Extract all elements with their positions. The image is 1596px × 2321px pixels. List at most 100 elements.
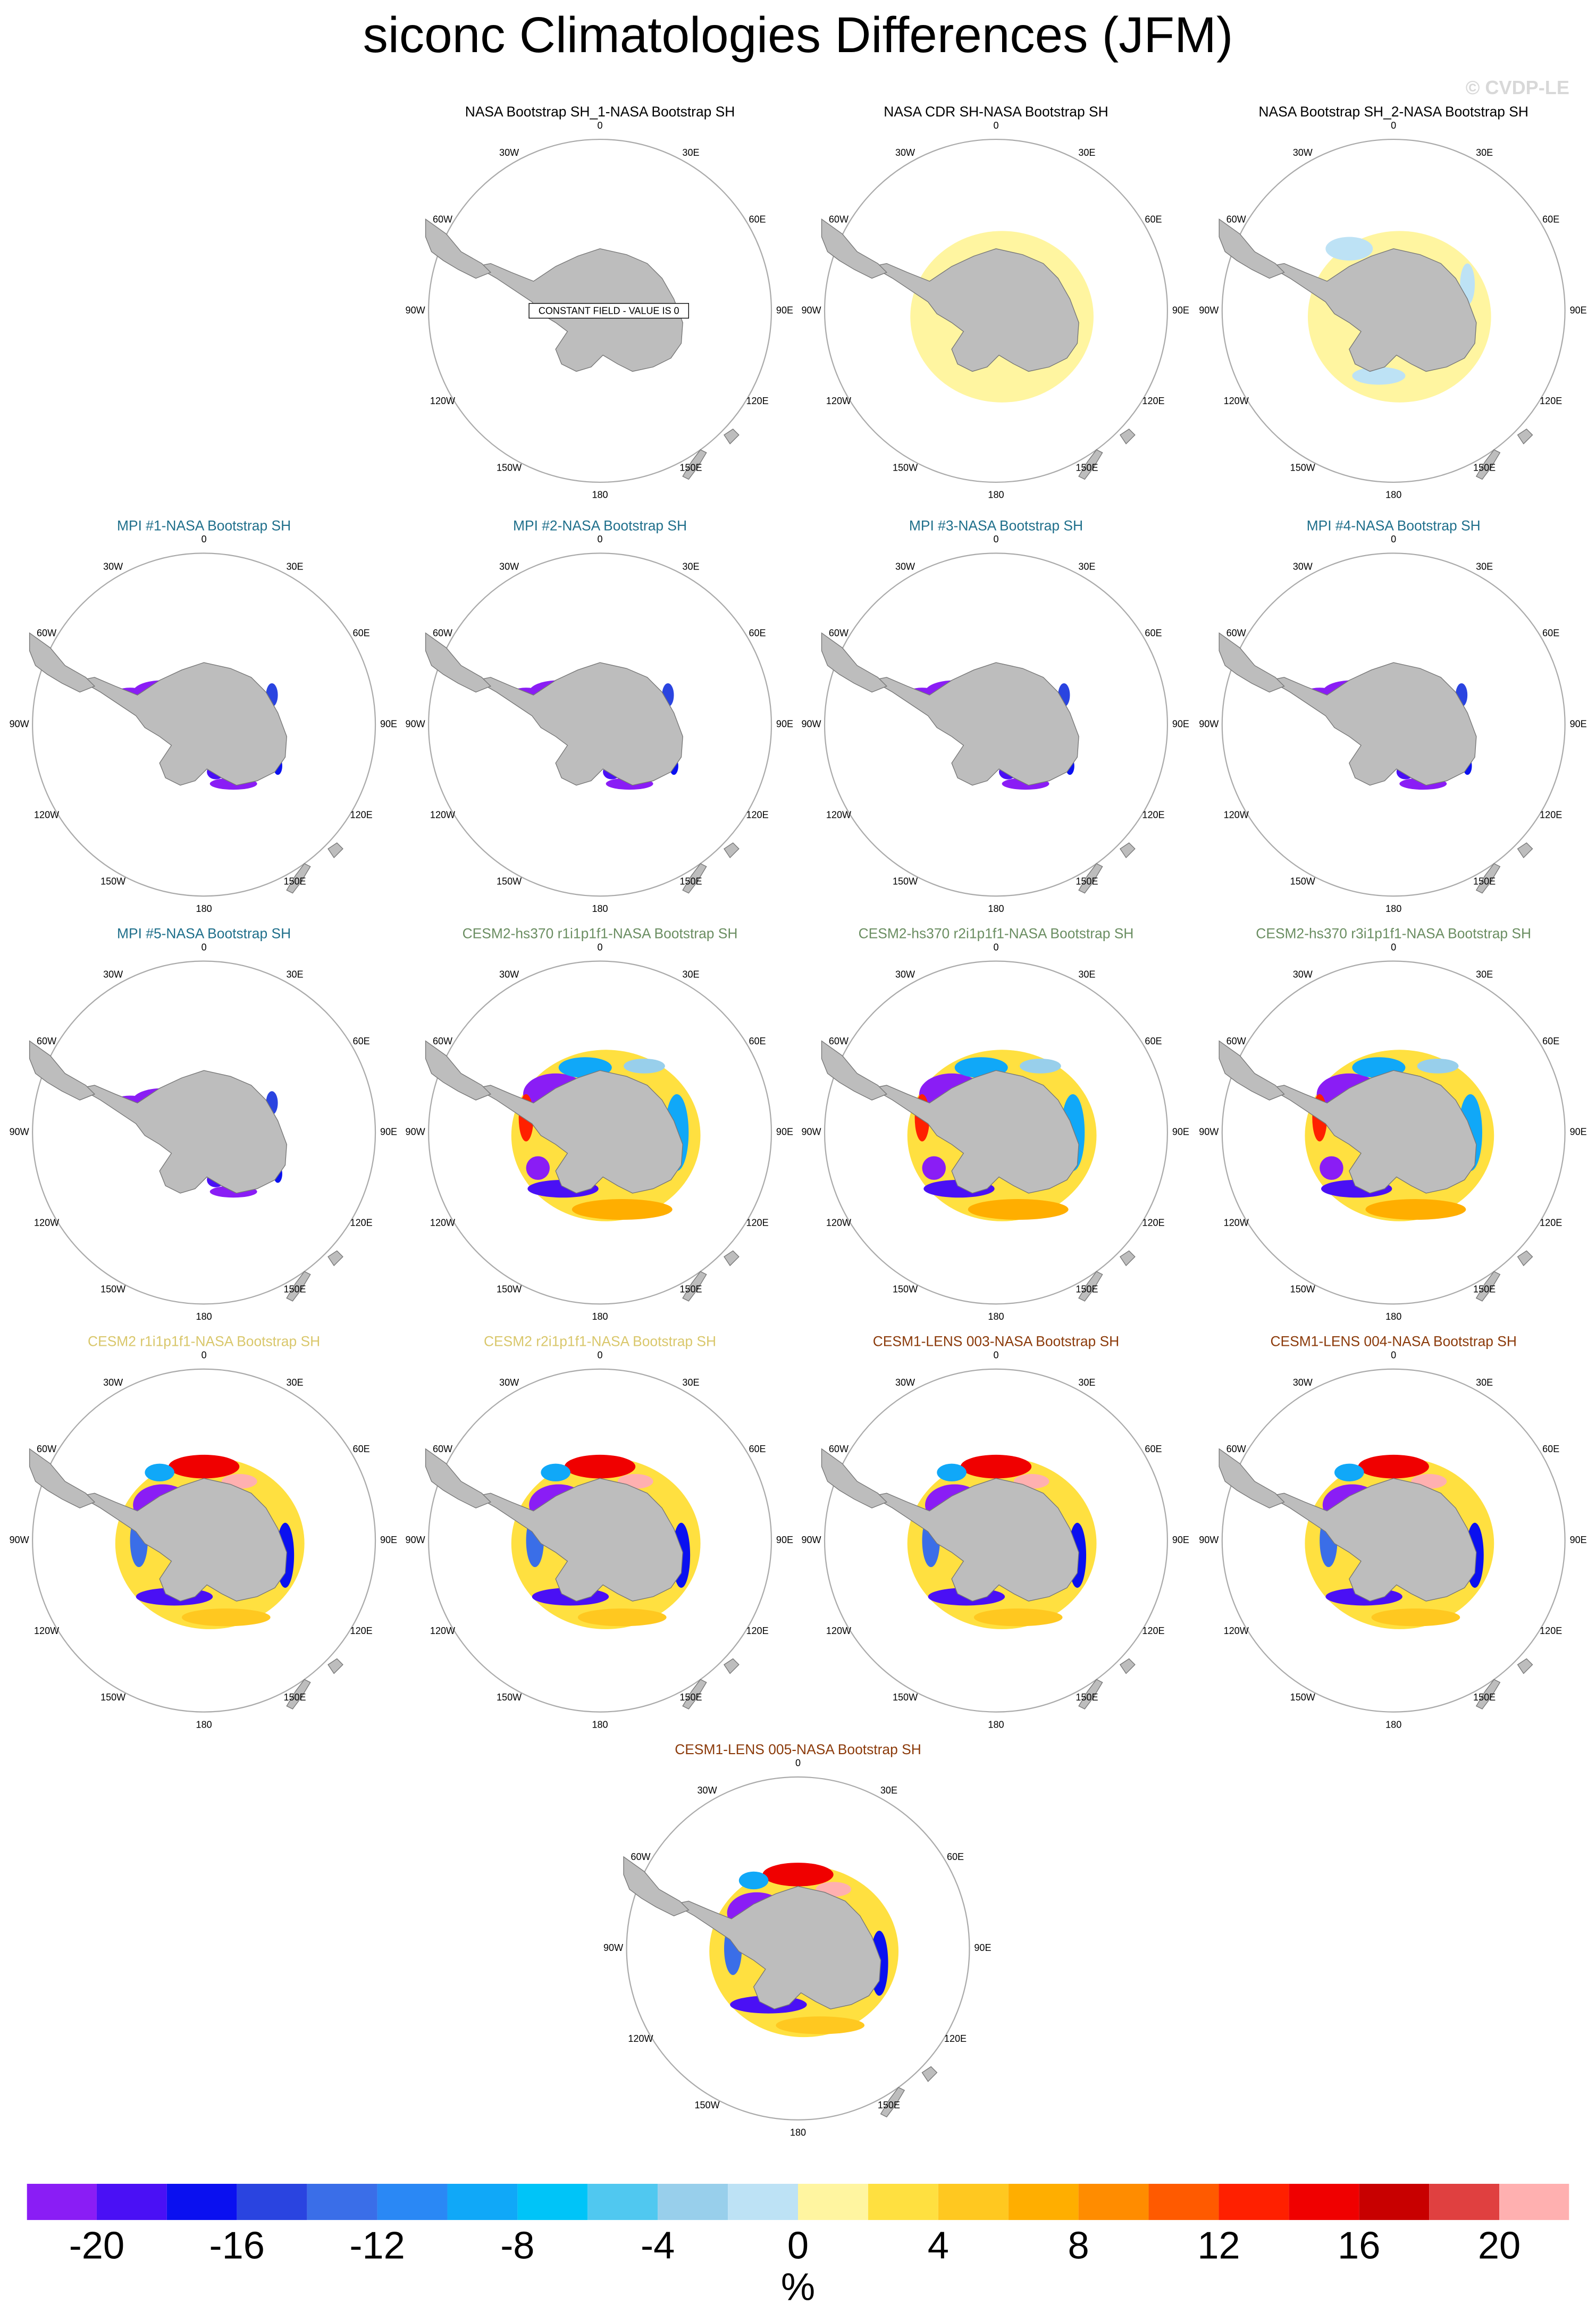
lon-label: 120E: [746, 1218, 768, 1228]
lon-label: 60W: [37, 628, 56, 639]
map-panel: MPI #1-NASA Bootstrap SH0 30E 60E 90E 120E 15…: [10, 517, 398, 914]
lon-label: 120W: [34, 1218, 59, 1228]
lon-label: 150W: [100, 876, 125, 887]
lon-label: 30E: [1078, 147, 1095, 158]
lon-label: 120W: [34, 1625, 59, 1636]
colorbar-box: [868, 2183, 938, 2221]
lon-label: 150E: [1473, 1692, 1496, 1703]
lon-label: 90E: [776, 1127, 793, 1137]
map-panel: CESM1-LENS 003-NASA Bootstrap SH0 30E 60E 9…: [801, 1334, 1189, 1730]
lon-label: 150W: [497, 876, 522, 887]
map-panel: MPI #3-NASA Bootstrap SH0 30E 60E 90E 120E 15…: [801, 517, 1189, 914]
lon-label: 30W: [499, 969, 519, 980]
lon-label: 60E: [1145, 628, 1162, 639]
lon-label: 90E: [776, 305, 793, 315]
colorbar-box: [96, 2183, 167, 2221]
lon-label: 150E: [1076, 876, 1098, 887]
lon-label: 120W: [430, 810, 455, 820]
lon-label: 120E: [1540, 810, 1562, 820]
lon-label: 90E: [380, 1535, 397, 1545]
colorbar-tick-label: 20: [1478, 2225, 1521, 2267]
map-panel: CESM2-hs370 r1i1p1f1-NASA Bootstrap SH0 3…: [406, 925, 794, 1322]
lon-label: 0: [201, 1350, 207, 1360]
lon-label: 30W: [499, 562, 519, 572]
lon-label: 30W: [895, 969, 915, 980]
lon-label: 90E: [1570, 1127, 1587, 1137]
map-panel: CESM2 r1i1p1f1-NASA Bootstrap SH0 30E 60E 9…: [10, 1334, 398, 1730]
lon-label: 180: [988, 490, 1004, 500]
lon-label: 0: [1391, 120, 1396, 131]
lon-label: 120W: [1224, 396, 1249, 406]
lon-label: 30E: [682, 562, 699, 572]
lon-label: 60W: [37, 1444, 56, 1454]
lon-label: 60E: [353, 1444, 370, 1454]
lon-label: 120E: [1540, 396, 1562, 406]
lon-label: 0: [598, 120, 603, 131]
lon-label: 30E: [286, 562, 303, 572]
lon-label: 150E: [679, 1692, 702, 1703]
lon-label: 180: [592, 903, 608, 914]
lon-label: 60W: [1227, 1036, 1246, 1046]
field-patch: [1358, 1454, 1429, 1479]
lon-label: 180: [988, 903, 1004, 914]
lon-label: 150E: [679, 462, 702, 473]
lon-label: 120E: [1142, 810, 1164, 820]
lon-label: 0: [598, 534, 603, 544]
colorbar-box: [1289, 2183, 1359, 2221]
lon-label: 150W: [893, 462, 918, 473]
field-patch: [1320, 1156, 1343, 1180]
lon-label: 60W: [631, 1851, 650, 1862]
lon-label: 30W: [697, 1785, 717, 1796]
lon-label: 30E: [1078, 969, 1095, 980]
lon-label: 60W: [433, 628, 452, 639]
lon-label: 0: [1391, 942, 1396, 952]
field-patch: [922, 1156, 946, 1180]
map-panel: MPI #4-NASA Bootstrap SH0 30E 60E 90E 120E 15…: [1199, 517, 1587, 914]
lon-label: 150E: [878, 2100, 900, 2110]
lon-label: 60E: [1542, 1036, 1559, 1046]
lon-label: 0: [993, 1350, 998, 1360]
colorbar-tick-label: -16: [209, 2225, 265, 2267]
map-panel: CESM1-LENS 005-NASA Bootstrap SH0 30E 60E 9…: [603, 1741, 992, 2138]
lon-label: 120W: [34, 810, 59, 820]
field-patch: [968, 1199, 1069, 1220]
field-patch: [624, 1058, 665, 1074]
field-patch: [973, 1608, 1063, 1627]
lon-label: 90W: [801, 719, 821, 730]
colorbar-box: [938, 2183, 1009, 2221]
lon-label: 180: [196, 1311, 212, 1322]
field-patch: [1334, 1463, 1364, 1481]
lon-label: 60W: [433, 1036, 452, 1046]
lon-label: 150W: [1290, 1284, 1315, 1295]
colorbar-box: [517, 2183, 588, 2221]
colorbar-box: [1499, 2183, 1569, 2221]
lon-label: 150W: [100, 1284, 125, 1295]
colorbar-box: [587, 2183, 658, 2221]
colorbar-frame: [26, 2183, 1570, 2221]
lon-label: 90E: [1570, 1535, 1587, 1545]
figure-title: siconc Climatologies Differences (JFM): [363, 7, 1233, 63]
lon-label: 60W: [829, 628, 849, 639]
lon-label: 0: [201, 534, 207, 544]
panel-title: CESM2-hs370 r2i1p1f1-NASA Bootstrap SH: [859, 925, 1134, 941]
lon-label: 120E: [944, 2033, 967, 2044]
lon-label: 120W: [430, 1218, 455, 1228]
lon-label: 180: [1385, 490, 1401, 500]
colorbar-box: [1219, 2183, 1289, 2221]
lon-label: 180: [790, 2127, 806, 2138]
colorbar-tick-label: -4: [641, 2225, 675, 2267]
lon-label: 0: [795, 1758, 801, 1769]
lon-label: 30W: [103, 562, 123, 572]
lon-label: 60E: [1542, 628, 1559, 639]
lon-label: 150E: [1473, 876, 1496, 887]
lon-label: 150E: [283, 876, 306, 887]
lon-label: 60W: [1227, 628, 1246, 639]
lon-label: 150E: [679, 876, 702, 887]
lon-label: 30E: [880, 1785, 897, 1796]
lon-label: 120W: [1224, 1625, 1249, 1636]
lon-label: 30E: [1078, 1377, 1095, 1388]
field-patch: [564, 1454, 636, 1479]
lon-label: 0: [993, 120, 998, 131]
lon-label: 150W: [497, 1284, 522, 1295]
